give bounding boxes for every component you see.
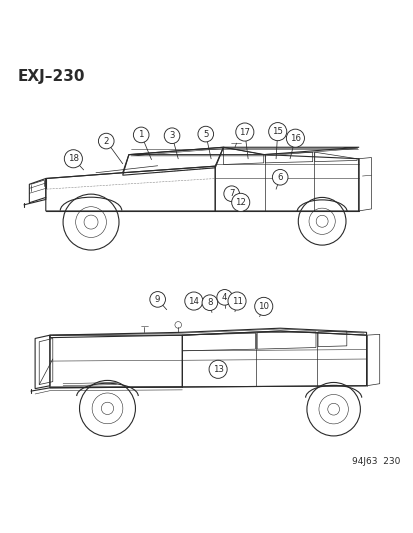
Text: 15: 15 — [272, 127, 282, 136]
Circle shape — [235, 123, 253, 141]
Text: 12: 12 — [235, 198, 246, 207]
Circle shape — [98, 133, 114, 149]
Text: 17: 17 — [239, 127, 250, 136]
Circle shape — [64, 150, 82, 168]
Circle shape — [197, 126, 213, 142]
Circle shape — [164, 128, 179, 143]
Text: 10: 10 — [258, 302, 268, 311]
Circle shape — [223, 186, 239, 201]
Circle shape — [209, 360, 227, 378]
Text: 18: 18 — [68, 154, 78, 163]
Text: 2: 2 — [103, 136, 109, 146]
Text: 16: 16 — [289, 134, 300, 143]
Text: 94J63  230: 94J63 230 — [351, 457, 399, 466]
Circle shape — [272, 169, 287, 185]
Text: 14: 14 — [188, 296, 199, 305]
Text: 3: 3 — [169, 131, 174, 140]
Text: 1: 1 — [138, 131, 144, 140]
Circle shape — [184, 292, 202, 310]
Circle shape — [202, 295, 217, 311]
Text: 9: 9 — [154, 295, 160, 304]
Text: 8: 8 — [206, 298, 212, 307]
Circle shape — [150, 292, 165, 307]
Circle shape — [133, 127, 149, 143]
Text: 5: 5 — [202, 130, 208, 139]
Text: 13: 13 — [212, 365, 223, 374]
Circle shape — [216, 289, 232, 305]
Circle shape — [254, 297, 272, 316]
Text: 4: 4 — [221, 293, 227, 302]
Circle shape — [228, 292, 245, 310]
Circle shape — [268, 123, 286, 141]
Text: 11: 11 — [231, 296, 242, 305]
Circle shape — [231, 193, 249, 212]
Text: EXJ–230: EXJ–230 — [18, 69, 85, 84]
Text: 7: 7 — [228, 189, 234, 198]
Circle shape — [286, 129, 304, 147]
Text: 6: 6 — [277, 173, 282, 182]
